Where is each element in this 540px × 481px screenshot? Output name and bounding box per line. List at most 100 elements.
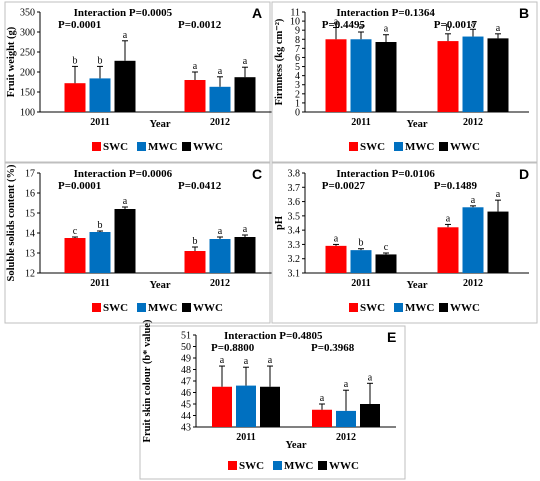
y-tick-label: 8 [295,35,300,46]
significance-letter: a [496,23,501,34]
bar-wwc [487,211,509,273]
significance-letter: a [243,224,248,235]
significance-letter: a [193,61,198,72]
legend-label-wwc: WWC [193,141,223,153]
year-p-value: P=0.0001 [58,180,101,192]
x-tick-label: 2011 [351,117,370,128]
y-tick-label: 50 [181,342,191,353]
y-tick-label: 3.3 [288,240,301,251]
year-p-value: P=0.0017 [434,19,478,31]
legend-swatch-mwc [137,303,146,312]
year-p-value: P=0.0012 [178,19,222,31]
bar-swc [184,80,206,112]
bar-wwc [375,254,397,273]
significance-letter: b [359,238,364,249]
legend-label-wwc: WWC [329,460,359,472]
year-p-value: P=0.1489 [434,180,478,192]
y-tick-label: 43 [181,423,191,434]
y-tick-label: 9 [295,26,300,37]
panel-d: 3.1 3.2 3.3 3.4 3.5 3.6 3.7 3.8 pH Interaction P=… [271,162,538,324]
legend-swatch-swc [349,303,358,312]
x-tick-label: 2012 [210,278,230,289]
legend-swatch-swc [228,461,237,470]
bar-wwc [114,60,136,112]
significance-letter: a [123,196,128,207]
x-axis-label: Year [407,280,428,291]
panel-letter: A [252,5,262,21]
legend-swatch-wwc [439,142,448,151]
y-tick-label: 3.4 [288,226,301,237]
y-tick-label: 2 [295,89,300,100]
x-tick-label: 2011 [90,117,109,128]
y-tick-label: 6 [295,53,300,64]
bar-swc [212,386,232,427]
bar-swc [437,41,459,112]
bar-wwc [114,209,136,273]
significance-letter: a [244,356,249,367]
y-tick-label: 4 [295,71,300,82]
legend-label-swc: SWC [360,302,385,314]
significance-letter: a [218,66,223,77]
bar-wwc [234,77,256,112]
significance-letter: a [471,195,476,206]
y-tick-label: 3.1 [288,269,301,280]
y-tick-label: 10 [290,17,300,28]
bar-mwc [209,239,231,273]
bar-swc [312,409,332,427]
year-p-value: P=0.3968 [311,342,355,354]
legend-label-swc: SWC [239,460,264,472]
legend-swatch-wwc [318,461,327,470]
x-tick-label: 2011 [351,278,370,289]
legend-label-wwc: WWC [450,302,480,314]
significance-letter: a [368,372,373,383]
y-tick-label: 3.5 [288,211,301,222]
significance-letter: a [496,189,501,200]
y-tick-label: 12 [25,269,35,280]
y-tick-label: 3.7 [288,183,301,194]
legend-label-wwc: WWC [193,302,223,314]
significance-letter: a [123,30,128,41]
legend-label-swc: SWC [103,302,128,314]
x-axis-label: Year [286,440,307,451]
y-axis-label: Soluble solids content (%) [6,164,17,281]
y-tick-label: 300 [20,28,35,39]
x-tick-label: 2012 [463,117,483,128]
y-tick-label: 7 [295,44,300,55]
significance-letter: b [193,236,198,247]
legend-swatch-mwc [137,142,146,151]
bar-swc [325,39,347,112]
bar-mwc [336,410,356,427]
y-tick-label: 1 [295,98,300,109]
significance-letter: a [243,56,248,67]
y-tick-label: 0 [295,108,300,119]
y-tick-label: 100 [20,108,35,119]
legend-swatch-swc [349,142,358,151]
y-tick-label: 15 [25,209,35,220]
significance-letter: a [359,21,364,32]
x-axis-label: Year [407,119,428,130]
interaction-p-value: Interaction P=0.1364 [336,7,435,19]
panel-letter: C [252,166,262,182]
y-tick-label: 14 [25,229,35,240]
significance-letter: a [384,24,389,35]
significance-letter: a [320,393,325,404]
y-axis-label: Fruit weight (g) [6,26,17,97]
y-tick-label: 49 [181,354,191,365]
significance-letter: b [73,55,78,66]
y-tick-label: 3.8 [288,169,301,180]
interaction-p-value: Interaction P=0.4805 [224,330,323,342]
bar-mwc [236,385,256,427]
legend-label-mwc: MWC [405,302,434,314]
bar-mwc [89,232,111,273]
y-tick-label: 48 [181,365,191,376]
y-tick-label: 47 [181,377,191,388]
y-tick-label: 11 [290,8,300,19]
y-axis-label: Firmness (kg cm⁻²) [274,18,285,105]
legend-label-wwc: WWC [450,141,480,153]
legend-swatch-swc [92,142,101,151]
bar-wwc [375,42,397,112]
legend-swatch-wwc [182,142,191,151]
